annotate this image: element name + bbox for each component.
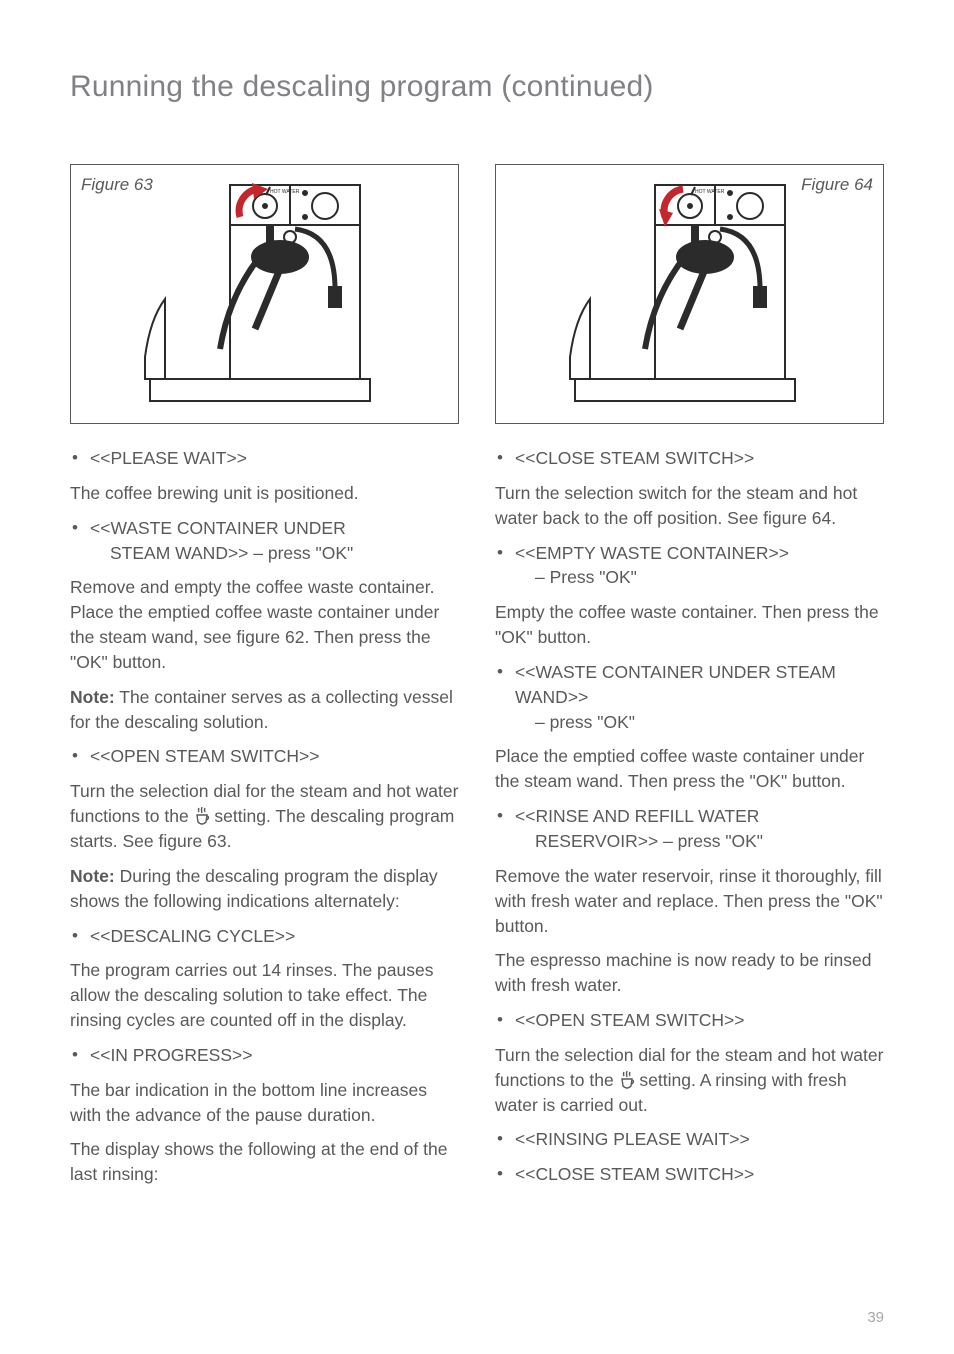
text: Turn the selection dial for the steam an…: [70, 779, 459, 854]
figure-63: Figure 63 HOT WATER: [70, 164, 459, 424]
page-number: 39: [867, 1309, 884, 1326]
text: Remove and empty the coffee waste contai…: [70, 575, 459, 674]
bullet-empty-waste: <<EMPTY WASTE CONTAINER>>– Press "OK": [495, 541, 884, 591]
text: The coffee brewing unit is positioned.: [70, 481, 459, 506]
svg-text:HOT WATER: HOT WATER: [695, 189, 725, 195]
bullet-descaling-cycle: <<DESCALING CYCLE>>: [70, 924, 459, 949]
bullet-open-steam: <<OPEN STEAM SWITCH>>: [70, 744, 459, 769]
bullet-rinsing-wait: <<RINSING PLEASE WAIT>>: [495, 1127, 884, 1152]
bullet-rinse-refill: <<RINSE AND REFILL WATERRESERVOIR>> – pr…: [495, 804, 884, 854]
text: Empty the coffee waste container. Then p…: [495, 600, 884, 650]
text: Place the emptied coffee waste container…: [495, 744, 884, 794]
text: The bar indication in the bottom line in…: [70, 1078, 459, 1128]
page-title: Running the descaling program (continued…: [70, 70, 884, 104]
bullet-close-steam-2: <<CLOSE STEAM SWITCH>>: [495, 1162, 884, 1187]
left-column: Figure 63 HOT WATER: [70, 164, 459, 1197]
figure-63-illustration: HOT WATER: [140, 179, 390, 409]
text: Remove the water reservoir, rinse it tho…: [495, 864, 884, 939]
bullet-in-progress: <<IN PROGRESS>>: [70, 1043, 459, 1068]
text: The program carries out 14 rinses. The p…: [70, 958, 459, 1033]
figure-63-label: Figure 63: [81, 173, 153, 197]
text: The display shows the following at the e…: [70, 1137, 459, 1187]
figure-64-illustration: HOT WATER: [565, 179, 815, 409]
figure-64-label: Figure 64: [801, 173, 873, 197]
bullet-please-wait: <<PLEASE WAIT>>: [70, 446, 459, 471]
text: Turn the selection switch for the steam …: [495, 481, 884, 531]
bullet-open-steam-2: <<OPEN STEAM SWITCH>>: [495, 1008, 884, 1033]
text: The espresso machine is now ready to be …: [495, 948, 884, 998]
note-2: Note: During the descaling program the d…: [70, 864, 459, 914]
figure-64: Figure 64 HOT WATER: [495, 164, 884, 424]
bullet-waste-container: <<WASTE CONTAINER UNDERSTEAM WAND>> – pr…: [70, 516, 459, 566]
steam-icon: [619, 1071, 635, 1089]
svg-text:HOT WATER: HOT WATER: [270, 189, 300, 195]
bullet-close-steam: <<CLOSE STEAM SWITCH>>: [495, 446, 884, 471]
note-1: Note: The container serves as a collecti…: [70, 685, 459, 735]
bullet-waste-under-wand: <<WASTE CONTAINER UNDER STEAM WAND>>– pr…: [495, 660, 884, 735]
steam-icon: [194, 807, 210, 825]
text: Turn the selection dial for the steam an…: [495, 1043, 884, 1118]
right-column: Figure 64 HOT WATER: [495, 164, 884, 1197]
two-column-layout: Figure 63 HOT WATER: [70, 164, 884, 1197]
